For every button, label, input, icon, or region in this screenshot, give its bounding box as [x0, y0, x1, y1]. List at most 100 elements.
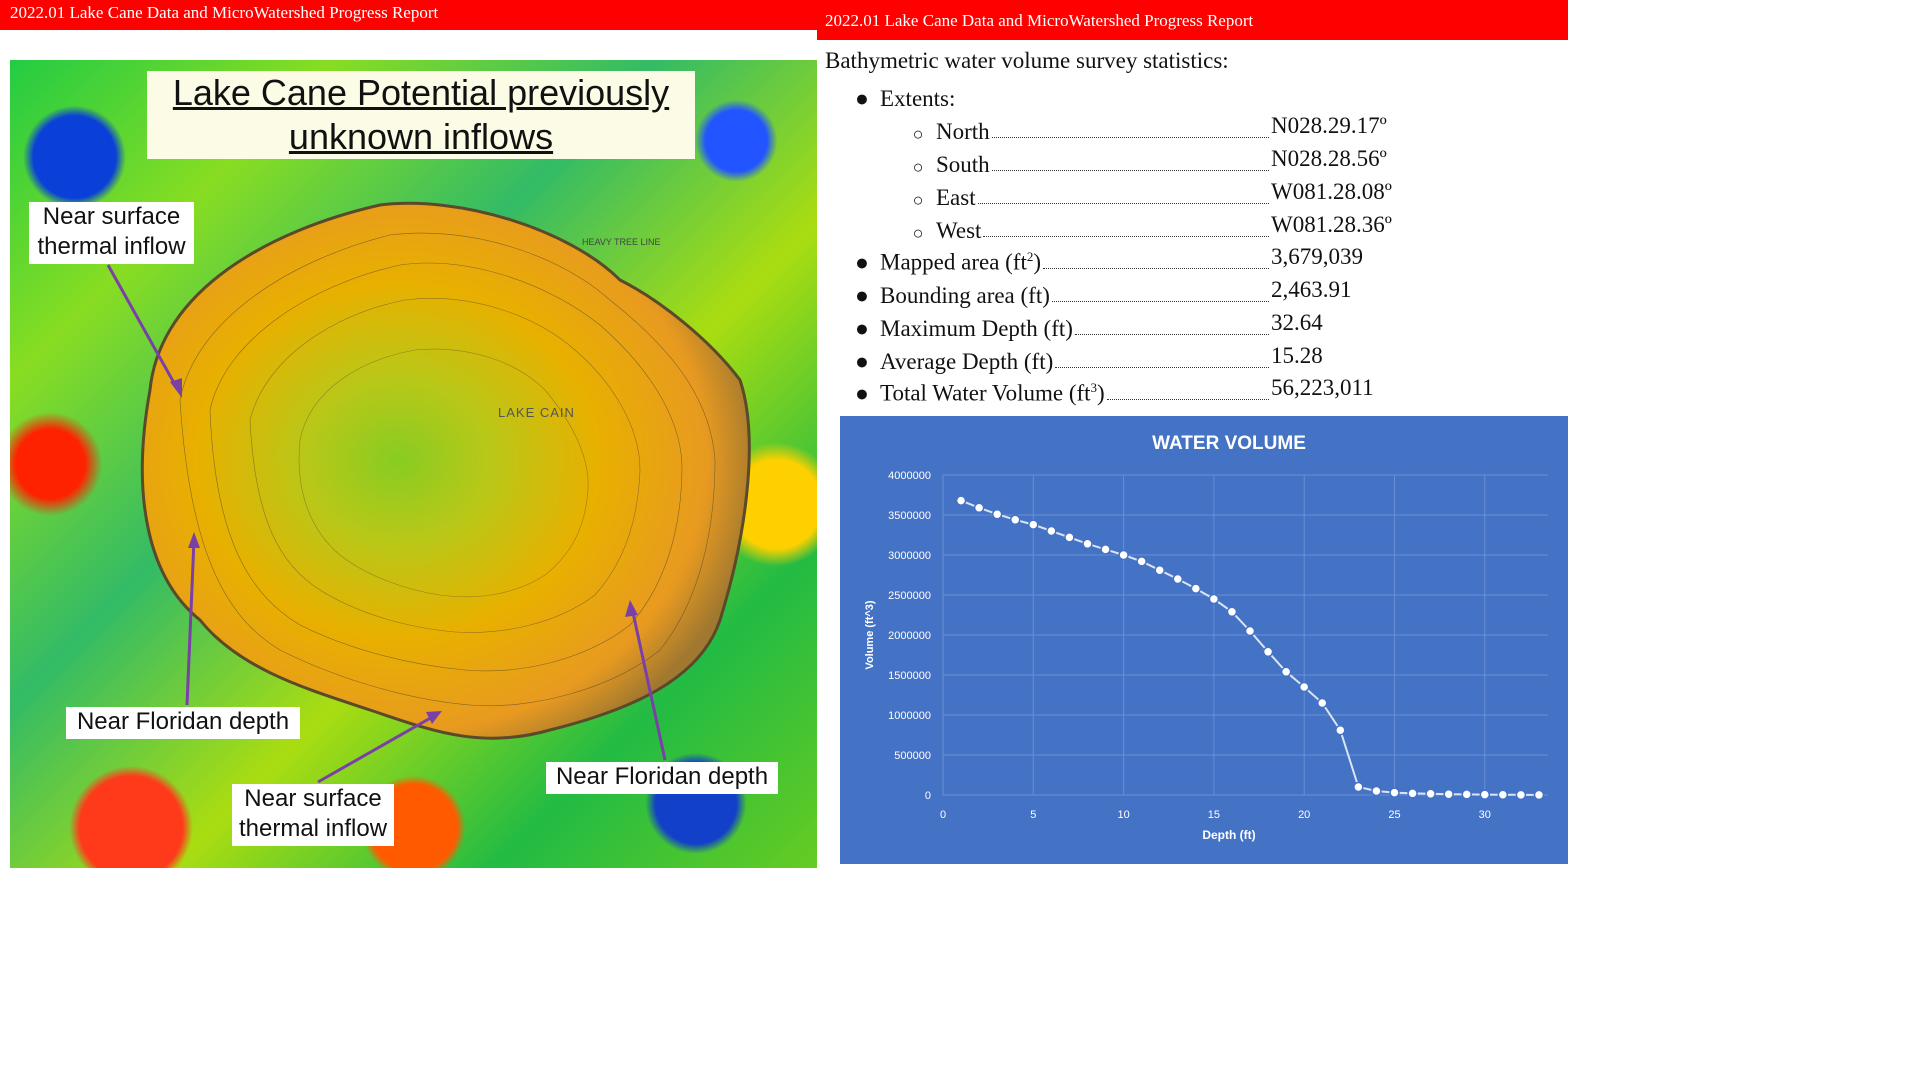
y-axis-label: Volume (ft^3)	[864, 600, 876, 670]
water-volume-chart: WATER VOLUME 0 500000 1000000 1500000 200000…	[840, 416, 1568, 864]
report-title-right: 2022.01 Lake Cane Data and MicroWatershe…	[825, 11, 1254, 30]
data-point	[1262, 646, 1274, 658]
x-tick-label: 5	[1030, 809, 1036, 821]
arrow-sw	[185, 539, 196, 706]
extents-label: Extents:	[880, 86, 956, 111]
stat-label: Maximum Depth (ft)	[880, 316, 1073, 341]
stat-max-depth-row: ● Maximum Depth (ft)	[853, 310, 1271, 342]
chart-gridlines	[942, 474, 1548, 796]
map-title-line2: unknown inflows	[288, 116, 554, 157]
report-title-left: 2022.01 Lake Cane Data and MicroWatershe…	[10, 3, 439, 22]
stat-avg-depth-row: ● Average Depth (ft)	[853, 343, 1271, 375]
y-tick-label: 500000	[894, 750, 931, 762]
data-point	[1154, 564, 1165, 576]
stat-value: 2,463.91	[1271, 277, 1352, 302]
chart-ticks: 0 500000 1000000 1500000 2000000 2500000 30000…	[888, 470, 1491, 821]
bullet-icon: ●	[855, 316, 869, 341]
callout-nw-line2: thermal inflow	[37, 233, 186, 260]
data-point	[1515, 789, 1527, 801]
extent-north-row: ○ North	[909, 113, 1271, 145]
y-tick-label: 0	[925, 790, 931, 802]
data-point	[1064, 532, 1075, 543]
chart-canvas: WATER VOLUME 0 500000 1000000 1500000 200000…	[864, 433, 1548, 842]
y-tick-label: 3500000	[888, 510, 931, 522]
dot-leader	[1074, 334, 1269, 335]
lake-contour-map	[106, 201, 751, 784]
bullet-icon: ●	[855, 86, 869, 111]
data-point	[1407, 788, 1418, 799]
data-point	[1335, 724, 1346, 736]
series-line	[960, 499, 1540, 796]
dot-leader	[991, 137, 1269, 138]
data-point	[1226, 606, 1238, 618]
report-header-right: 2022.01 Lake Cane Data and MicroWatershe…	[817, 0, 1568, 40]
stats-heading: Bathymetric water volume survey statisti…	[825, 48, 1229, 73]
callout-s-thermal-inflow: Near surface thermal inflow	[232, 784, 394, 846]
extent-label: East	[936, 185, 976, 210]
callout-nw-line1: Near surface	[42, 203, 181, 230]
data-point	[955, 495, 967, 506]
y-tick-label: 2500000	[888, 590, 931, 602]
data-point	[1244, 625, 1256, 637]
dot-leader	[1043, 268, 1269, 269]
map-title-line1: Lake Cane Potential previously	[172, 72, 670, 113]
data-point	[1136, 556, 1147, 567]
data-point	[1443, 788, 1454, 800]
extent-value: W081.28.08º	[1271, 179, 1392, 204]
dot-leader	[1055, 367, 1269, 368]
circle-bullet-icon: ○	[912, 157, 924, 177]
data-point	[1172, 573, 1184, 585]
callout-s-line2: thermal inflow	[238, 815, 388, 842]
data-point	[1389, 787, 1400, 798]
map-title: Lake Cane Potential previously unknown i…	[147, 71, 695, 159]
y-tick-label: 2000000	[888, 630, 931, 642]
y-tick-label: 4000000	[888, 470, 931, 482]
stat-total-volume-row: ● Total Water Volume (ft3)	[853, 375, 1271, 407]
stat-bounding-area-row: ● Bounding area (ft)	[853, 277, 1271, 309]
bullet-icon: ●	[855, 283, 869, 308]
x-axis-label: Depth (ft)	[1202, 828, 1255, 842]
extent-label: North	[936, 119, 990, 144]
extent-east-row: ○ East	[909, 179, 1271, 211]
data-point	[973, 502, 985, 514]
stat-value: 3,679,039	[1271, 244, 1363, 269]
arrow-s	[317, 714, 435, 784]
report-header-left: 2022.01 Lake Cane Data and MicroWatershe…	[0, 0, 817, 30]
extent-south-row: ○ South	[909, 146, 1271, 178]
x-tick-label: 20	[1298, 809, 1310, 821]
callout-s-line1: Near surface	[244, 785, 382, 812]
callout-nw-thermal-inflow: Near surface thermal inflow	[29, 202, 194, 264]
x-tick-label: 10	[1117, 809, 1129, 821]
arrow-nw	[106, 264, 180, 391]
data-point	[1298, 681, 1310, 693]
stat-value: 15.28	[1271, 343, 1323, 368]
stat-value: 32.64	[1271, 310, 1323, 335]
data-point	[1118, 549, 1129, 561]
chart-markers	[955, 495, 1545, 801]
circle-bullet-icon: ○	[912, 124, 924, 144]
stat-label: Average Depth (ft)	[880, 349, 1054, 374]
stat-label: Total Water Volume (ft3)	[880, 380, 1105, 406]
data-point	[1533, 789, 1545, 801]
data-point	[1353, 781, 1364, 793]
x-tick-label: 0	[940, 809, 946, 821]
data-point	[1190, 583, 1202, 594]
data-point	[1280, 666, 1292, 678]
dot-leader	[991, 170, 1269, 171]
extents-row: ● Extents:	[853, 80, 1283, 112]
circle-bullet-icon: ○	[912, 190, 924, 210]
dot-leader	[983, 236, 1269, 237]
circle-bullet-icon: ○	[912, 223, 924, 243]
data-point	[1100, 544, 1111, 555]
y-tick-label: 1000000	[888, 710, 931, 722]
arrow-se	[630, 607, 667, 761]
data-point	[1208, 593, 1220, 605]
callout-sw-floridan-depth: Near Floridan depth	[66, 707, 300, 739]
stat-value: 56,223,011	[1271, 375, 1374, 400]
data-point	[1009, 514, 1021, 526]
data-point	[1046, 525, 1057, 537]
data-point	[1425, 788, 1436, 800]
dot-leader	[977, 203, 1269, 204]
y-tick-label: 1500000	[888, 670, 931, 682]
thermal-map-image: Lake Cane Potential previously unknown i…	[10, 60, 817, 868]
